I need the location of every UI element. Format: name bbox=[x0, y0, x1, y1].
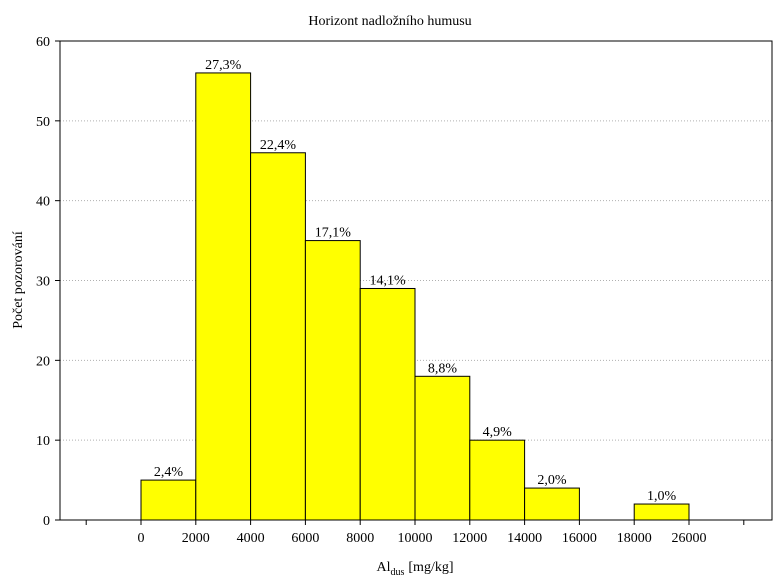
histogram-bar bbox=[524, 487, 580, 521]
x-tick-label: 8000 bbox=[346, 531, 374, 546]
y-axis-ticks: 0 10 20 30 40 50 60 bbox=[36, 35, 60, 529]
histogram-bar bbox=[414, 375, 471, 521]
y-tick-label: 40 bbox=[36, 195, 50, 210]
x-tick-label: 26000 bbox=[672, 531, 707, 546]
x-tick-label: 2000 bbox=[182, 531, 210, 546]
bar-percent-label: 27,3% bbox=[205, 58, 242, 73]
y-tick-label: 30 bbox=[36, 275, 50, 290]
bar-percent-label: 1,0% bbox=[647, 489, 677, 504]
histogram-bar bbox=[633, 503, 690, 521]
x-axis-label-subscript: dus bbox=[390, 567, 404, 578]
bar-percent-label: 17,1% bbox=[315, 226, 352, 241]
histogram-bar bbox=[304, 240, 361, 521]
histogram-bar bbox=[140, 479, 197, 521]
bar-percent-label: 4,9% bbox=[483, 425, 513, 440]
y-tick-label: 0 bbox=[43, 514, 50, 529]
x-tick-label: 0 bbox=[138, 531, 145, 546]
x-tick-label: 4000 bbox=[237, 531, 265, 546]
bar-percent-label: 22,4% bbox=[260, 138, 297, 153]
bar-percent-label: 14,1% bbox=[370, 273, 407, 288]
histogram-bar bbox=[469, 439, 526, 521]
x-axis-label-main: Al bbox=[376, 560, 390, 575]
x-tick-label: 6000 bbox=[291, 531, 319, 546]
data-labels: 2,4% 27,3% 22,4% 17,1% 14,1% 8,8% 4,9% 2,0% 1,0% bbox=[154, 58, 677, 504]
x-tick-label: 10000 bbox=[398, 531, 433, 546]
x-tick-label: 16000 bbox=[562, 531, 597, 546]
x-tick-label: 18000 bbox=[617, 531, 652, 546]
bars bbox=[140, 72, 690, 521]
histogram-bar bbox=[359, 287, 416, 521]
histogram-bar bbox=[195, 72, 252, 521]
x-axis-label: Aldus [mg/kg] bbox=[376, 560, 453, 578]
x-tick-label: 12000 bbox=[452, 531, 487, 546]
x-axis-ticks: 0 2000 4000 6000 8000 10000 12000 14000 16000 180… bbox=[85, 520, 745, 546]
y-tick-label: 10 bbox=[36, 434, 50, 449]
bar-percent-label: 2,4% bbox=[154, 465, 184, 480]
chart-title: Horizont nadložního humusu bbox=[308, 14, 471, 29]
y-tick-label: 20 bbox=[36, 354, 50, 369]
y-tick-label: 60 bbox=[36, 35, 50, 50]
y-tick-label: 50 bbox=[36, 115, 50, 130]
bar-percent-label: 2,0% bbox=[537, 473, 567, 488]
bar-percent-label: 8,8% bbox=[428, 361, 458, 376]
histogram-bar bbox=[250, 152, 306, 521]
x-axis-label-unit: [mg/kg] bbox=[408, 560, 453, 575]
x-tick-label: 14000 bbox=[507, 531, 542, 546]
y-axis-label: Počet pozorování bbox=[11, 231, 26, 329]
